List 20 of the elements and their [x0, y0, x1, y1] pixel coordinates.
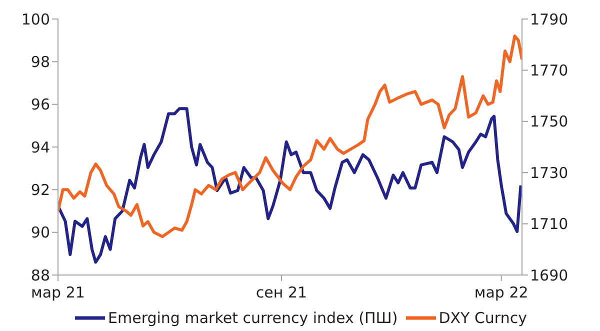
legend-label: DXY Curncy: [438, 309, 527, 327]
y-tick-label: 98: [30, 52, 50, 71]
y-tick-label: 88: [30, 266, 50, 284]
y-tick-label: 100: [21, 10, 50, 28]
y2-tick-label: 1730: [530, 164, 568, 182]
y-tick-label: 90: [30, 224, 50, 242]
legend-label: Emerging market currency index (ПШ): [108, 309, 398, 327]
y-tick-label: 96: [30, 96, 50, 114]
y2-tick-label: 1690: [530, 266, 568, 284]
line-series: [58, 107, 522, 264]
y2-tick-label: 1710: [530, 215, 568, 234]
y2-tick-label: 1790: [530, 10, 568, 28]
y-tick-label: 94: [30, 138, 50, 156]
x-tick-label: сен 21: [256, 284, 308, 302]
y-tick-label: 92: [30, 180, 50, 199]
x-tick-label: мар 22: [474, 284, 528, 302]
line-series: [58, 34, 522, 238]
y2-tick-label: 1750: [530, 112, 568, 131]
y2-tick-label: 1770: [530, 62, 568, 80]
x-tick-label: мар 21: [31, 284, 85, 302]
